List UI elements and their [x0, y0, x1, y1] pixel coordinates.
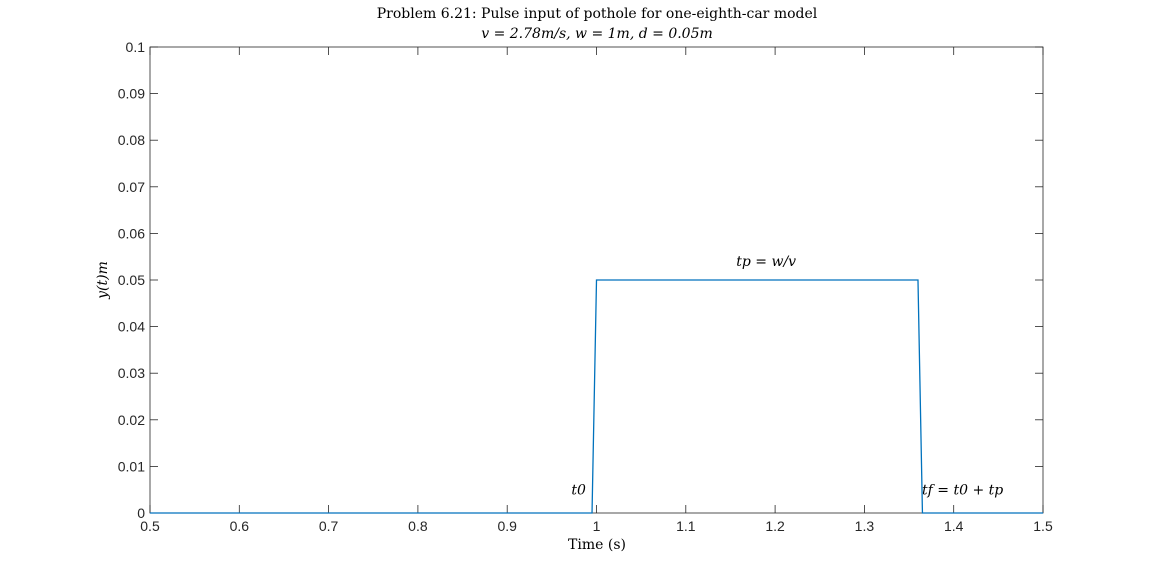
series-line — [150, 279, 1043, 514]
x-tick-label: 1.2 — [765, 518, 785, 534]
chart-subtitle: v = 2.78m/s, w = 1m, d = 0.05m — [481, 26, 713, 42]
x-tick-label: 0.8 — [408, 518, 428, 534]
x-tick-label: 0.6 — [230, 518, 250, 534]
tick-labels: 0.5 0.6 0.7 0.8 0.9 1 1.1 1.2 1.3 1.4 1.5 0 0.01 0.02… — [118, 39, 1053, 534]
y-tick-label: 0.09 — [118, 86, 145, 102]
y-tick-label: 0.04 — [118, 319, 145, 335]
y-tick-label: 0.06 — [118, 225, 145, 241]
x-tick-label: 0.5 — [140, 518, 160, 534]
y-tick-label: 0.05 — [118, 272, 145, 288]
y-tick-label: 0.08 — [118, 132, 145, 148]
y-tick-label: 0.07 — [118, 179, 145, 195]
y-tick-label: 0.01 — [118, 458, 145, 474]
annotation-t0: t0 — [571, 482, 586, 498]
y-tick-label: 0.02 — [118, 412, 145, 428]
x-tick-label: 1.4 — [944, 518, 964, 534]
chart-title: Problem 6.21: Pulse input of pothole for… — [377, 6, 818, 22]
x-tick-label: 1.1 — [676, 518, 696, 534]
x-tick-label: 1.5 — [1033, 518, 1053, 534]
x-tick-label: 1.3 — [855, 518, 875, 534]
y-tick-label: 0.03 — [118, 365, 145, 381]
axis-ticks — [149, 46, 1044, 514]
y-tick-label: 0 — [137, 505, 145, 521]
x-tick-label: 0.9 — [497, 518, 517, 534]
series-layer — [150, 279, 1043, 514]
y-axis-label: y(t)m — [95, 261, 111, 300]
x-tick-label: 1 — [593, 518, 601, 534]
x-axis-label: Time (s) — [568, 537, 626, 553]
x-tick-label: 0.7 — [319, 518, 339, 534]
annotation-tf: tf = t0 + tp — [922, 482, 1003, 498]
annotation-tp: tp = w/v — [736, 254, 796, 270]
y-tick-label: 0.1 — [126, 39, 146, 55]
